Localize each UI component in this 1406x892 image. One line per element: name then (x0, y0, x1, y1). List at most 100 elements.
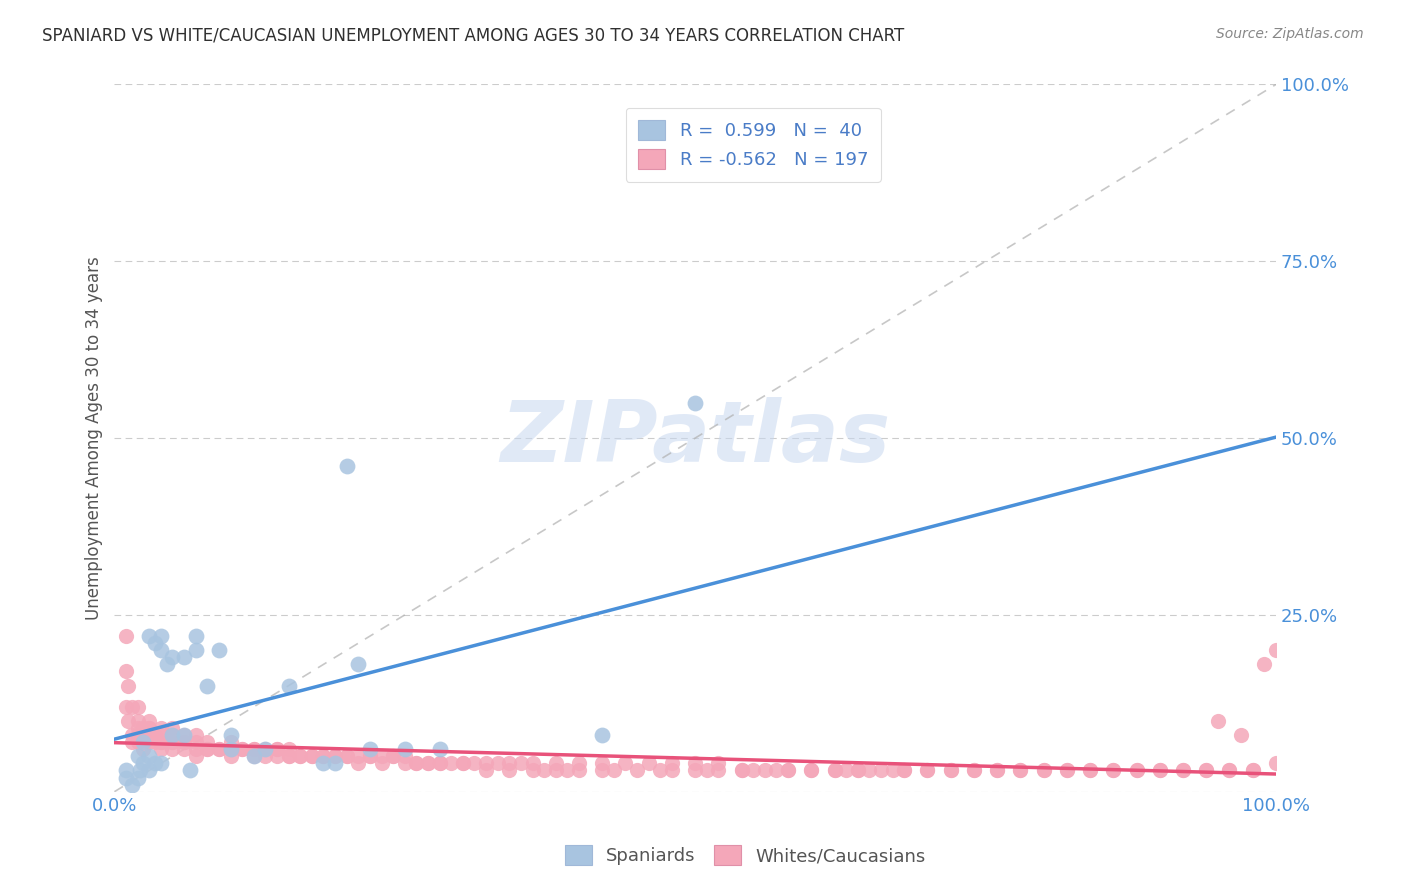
Whites/Caucasians (173, 735, 195, 749)
Whites/Caucasians (440, 756, 463, 771)
Whites/Caucasians (1032, 764, 1054, 778)
Whites/Caucasians (173, 728, 195, 742)
Whites/Caucasians (405, 756, 427, 771)
Whites/Caucasians (986, 764, 1008, 778)
Whites/Caucasians (498, 756, 520, 771)
Whites/Caucasians (730, 764, 752, 778)
Whites/Caucasians (336, 749, 359, 764)
Whites/Caucasians (475, 756, 498, 771)
Whites/Caucasians (173, 735, 195, 749)
Whites/Caucasians (1171, 764, 1194, 778)
Whites/Caucasians (231, 742, 253, 756)
Spaniards (149, 756, 172, 771)
Whites/Caucasians (557, 764, 579, 778)
Whites/Caucasians (127, 728, 149, 742)
Whites/Caucasians (498, 764, 520, 778)
Whites/Caucasians (1241, 764, 1264, 778)
Whites/Caucasians (117, 714, 139, 728)
Whites/Caucasians (568, 764, 591, 778)
Whites/Caucasians (323, 749, 346, 764)
Whites/Caucasians (121, 699, 143, 714)
Spaniards (184, 643, 207, 657)
Whites/Caucasians (184, 749, 207, 764)
Whites/Caucasians (754, 764, 776, 778)
Spaniards (179, 764, 201, 778)
Whites/Caucasians (1230, 728, 1253, 742)
Whites/Caucasians (544, 764, 567, 778)
Whites/Caucasians (1241, 764, 1264, 778)
Whites/Caucasians (208, 742, 231, 756)
Whites/Caucasians (707, 756, 730, 771)
Whites/Caucasians (394, 749, 416, 764)
Whites/Caucasians (312, 749, 335, 764)
Whites/Caucasians (1195, 764, 1218, 778)
Whites/Caucasians (1149, 764, 1171, 778)
Whites/Caucasians (1078, 764, 1101, 778)
Whites/Caucasians (1195, 764, 1218, 778)
Spaniards (173, 728, 195, 742)
Spaniards (138, 749, 160, 764)
Whites/Caucasians (626, 764, 648, 778)
Spaniards (394, 742, 416, 756)
Whites/Caucasians (533, 764, 555, 778)
Whites/Caucasians (603, 764, 626, 778)
Whites/Caucasians (730, 764, 752, 778)
Whites/Caucasians (1078, 764, 1101, 778)
Whites/Caucasians (800, 764, 823, 778)
Whites/Caucasians (277, 749, 299, 764)
Whites/Caucasians (486, 756, 509, 771)
Whites/Caucasians (568, 756, 591, 771)
Whites/Caucasians (416, 756, 439, 771)
Whites/Caucasians (301, 749, 323, 764)
Whites/Caucasians (765, 764, 787, 778)
Whites/Caucasians (162, 735, 184, 749)
Whites/Caucasians (138, 735, 160, 749)
Spaniards (336, 459, 359, 474)
Whites/Caucasians (846, 764, 869, 778)
Whites/Caucasians (661, 756, 683, 771)
Whites/Caucasians (301, 749, 323, 764)
Whites/Caucasians (1218, 764, 1240, 778)
Whites/Caucasians (1010, 764, 1032, 778)
Spaniards (195, 679, 218, 693)
Whites/Caucasians (650, 764, 672, 778)
Spaniards (143, 756, 166, 771)
Whites/Caucasians (1253, 657, 1275, 672)
Spaniards (121, 778, 143, 792)
Whites/Caucasians (162, 728, 184, 742)
Spaniards (683, 395, 706, 409)
Spaniards (138, 764, 160, 778)
Whites/Caucasians (115, 699, 138, 714)
Whites/Caucasians (429, 756, 451, 771)
Text: SPANIARD VS WHITE/CAUCASIAN UNEMPLOYMENT AMONG AGES 30 TO 34 YEARS CORRELATION C: SPANIARD VS WHITE/CAUCASIAN UNEMPLOYMENT… (42, 27, 904, 45)
Whites/Caucasians (219, 742, 242, 756)
Spaniards (359, 742, 381, 756)
Whites/Caucasians (359, 749, 381, 764)
Whites/Caucasians (184, 728, 207, 742)
Whites/Caucasians (290, 749, 312, 764)
Whites/Caucasians (1102, 764, 1125, 778)
Spaniards (129, 764, 152, 778)
Whites/Caucasians (1125, 764, 1147, 778)
Spaniards (132, 756, 155, 771)
Legend: R =  0.599   N =  40, R = -0.562   N = 197: R = 0.599 N = 40, R = -0.562 N = 197 (626, 108, 882, 182)
Whites/Caucasians (544, 756, 567, 771)
Whites/Caucasians (132, 742, 155, 756)
Whites/Caucasians (336, 749, 359, 764)
Whites/Caucasians (138, 728, 160, 742)
Whites/Caucasians (132, 721, 155, 735)
Whites/Caucasians (132, 728, 155, 742)
Whites/Caucasians (1056, 764, 1078, 778)
Whites/Caucasians (162, 742, 184, 756)
Whites/Caucasians (1218, 764, 1240, 778)
Whites/Caucasians (1206, 714, 1229, 728)
Whites/Caucasians (986, 764, 1008, 778)
Whites/Caucasians (173, 742, 195, 756)
Whites/Caucasians (266, 749, 288, 764)
Whites/Caucasians (1125, 764, 1147, 778)
Whites/Caucasians (858, 764, 880, 778)
Whites/Caucasians (127, 699, 149, 714)
Spaniards (254, 742, 277, 756)
Whites/Caucasians (882, 764, 904, 778)
Whites/Caucasians (591, 756, 613, 771)
